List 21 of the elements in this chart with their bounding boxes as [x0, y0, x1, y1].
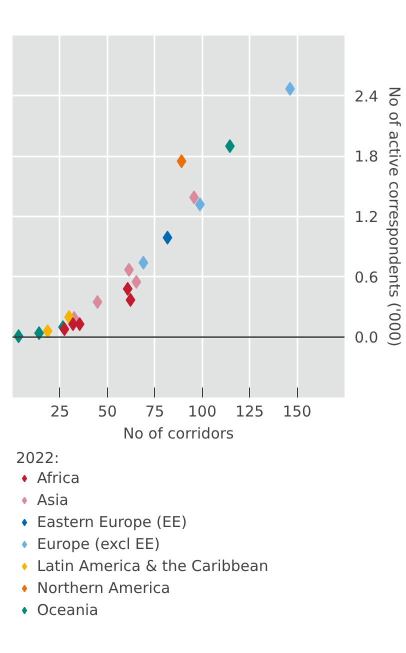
- y-axis-title: No of active correspondents ('000): [385, 86, 404, 347]
- y-tick-label: 1.8: [354, 148, 378, 166]
- legend-label: Asia: [37, 491, 68, 509]
- legend-label: Eastern Europe (EE): [37, 513, 187, 531]
- x-tick-label: 50: [98, 402, 117, 420]
- legend-title: 2022:: [16, 449, 60, 467]
- legend-label: Latin America & the Caribbean: [37, 557, 268, 575]
- x-tick-label: 25: [50, 402, 70, 420]
- x-axis-title: No of corridors: [123, 424, 234, 442]
- x-tick-label: 100: [188, 402, 217, 420]
- x-tick-label: 125: [235, 402, 264, 420]
- legend-label: Northern America: [37, 579, 170, 597]
- y-tick-label: 1.2: [354, 208, 378, 226]
- legend-label: Africa: [37, 469, 80, 487]
- y-tick-label: 0.0: [354, 328, 378, 347]
- legend-label: Oceania: [37, 601, 98, 619]
- legend-label: Europe (excl EE): [37, 535, 160, 553]
- y-tick-label: 2.4: [354, 87, 378, 106]
- y-tick-label: 0.6: [354, 268, 378, 286]
- x-tick-label: 150: [282, 402, 312, 420]
- x-tick-label: 75: [145, 402, 164, 420]
